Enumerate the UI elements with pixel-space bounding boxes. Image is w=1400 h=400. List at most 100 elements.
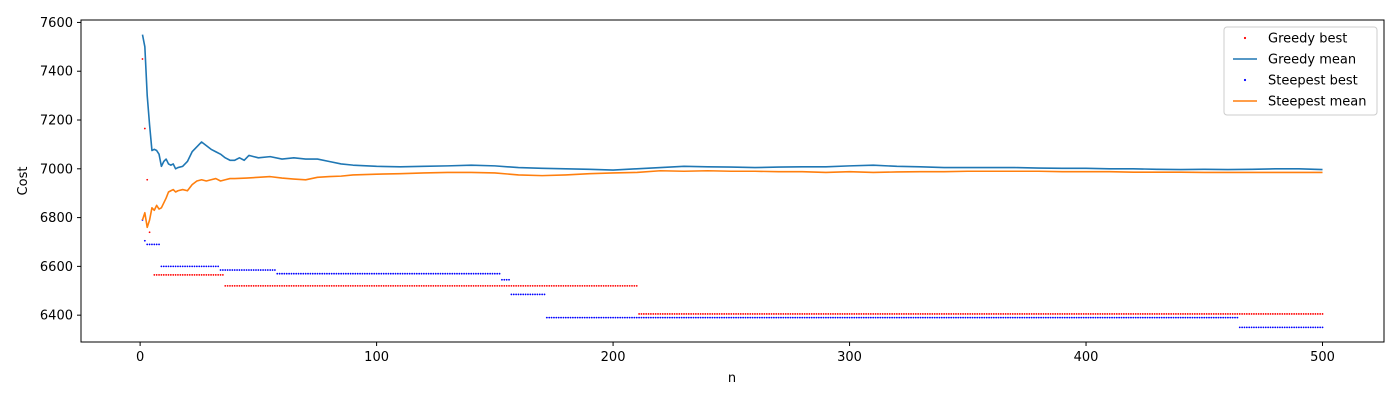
steepest-best-point <box>694 316 697 319</box>
greedy-best-point <box>1271 313 1274 315</box>
steepest-best-point <box>404 272 406 275</box>
greedy-best-point <box>564 284 567 287</box>
steepest-best-point <box>810 316 813 319</box>
steepest-best-point <box>690 316 693 319</box>
plot-frame <box>80 19 1385 343</box>
greedy-best-point <box>657 313 659 315</box>
steepest-best-point <box>877 316 879 319</box>
steepest-best-point <box>668 316 671 319</box>
greedy-best-point <box>628 284 631 287</box>
steepest-best-point <box>1165 316 1168 319</box>
greedy-best-point <box>926 313 929 315</box>
steepest-best-point <box>992 316 995 319</box>
legend-label: Steepest mean <box>1268 95 1366 110</box>
steepest-best-point <box>560 316 562 319</box>
greedy-best-point <box>330 284 333 287</box>
greedy-best-point <box>1137 313 1139 315</box>
greedy-best-point <box>283 284 286 287</box>
greedy-best-point <box>1205 313 1208 315</box>
greedy-best-point <box>555 284 558 287</box>
greedy-best-point <box>297 284 300 287</box>
greedy-best-point <box>702 313 704 315</box>
greedy-best-point <box>389 284 392 287</box>
steepest-best-point <box>571 316 574 319</box>
greedy-best-point <box>1148 313 1151 315</box>
greedy-best-point <box>898 313 901 315</box>
steepest-best-point <box>879 316 882 319</box>
steepest-best-point <box>1170 316 1173 319</box>
steepest-best-point <box>557 316 560 319</box>
steepest-best-point <box>692 316 695 319</box>
greedy-best-point <box>1082 313 1085 315</box>
steepest-best-point <box>205 265 208 268</box>
steepest-best-point <box>1002 316 1005 319</box>
steepest-best-point <box>832 316 834 319</box>
greedy-best-point <box>1104 313 1106 315</box>
steepest-best-point <box>262 269 264 271</box>
steepest-best-point <box>1099 316 1102 319</box>
steepest-best-point <box>1276 326 1279 329</box>
greedy-best-point <box>1059 313 1061 315</box>
greedy-best-point <box>1044 313 1047 315</box>
steepest-best-point <box>723 316 726 319</box>
steepest-best-point <box>437 272 439 275</box>
greedy-best-point <box>484 284 487 287</box>
greedy-best-point <box>172 274 175 276</box>
greedy-best-point <box>576 284 579 287</box>
greedy-best-point <box>510 284 513 287</box>
greedy-best-point <box>1160 313 1163 315</box>
greedy-best-point <box>1021 313 1024 315</box>
steepest-best-point <box>865 316 868 319</box>
greedy-best-point <box>302 284 305 287</box>
greedy-best-point <box>895 313 898 315</box>
greedy-best-point <box>146 178 149 181</box>
greedy-best-point <box>1215 313 1217 315</box>
steepest-best-point <box>706 316 709 319</box>
greedy-best-point <box>505 284 508 287</box>
greedy-best-point <box>229 284 231 287</box>
greedy-best-point <box>1146 313 1149 315</box>
steepest-best-point <box>607 316 610 319</box>
greedy-best-point <box>411 284 413 287</box>
greedy-best-point <box>1033 313 1035 315</box>
steepest-best-point <box>853 316 856 319</box>
steepest-best-point <box>387 272 390 275</box>
greedy-best-point <box>255 284 257 287</box>
steepest-best-point <box>444 272 447 275</box>
greedy-best-point <box>221 274 224 276</box>
steepest-best-point <box>508 278 510 281</box>
steepest-best-point <box>903 316 905 319</box>
greedy-best-point <box>867 313 870 315</box>
steepest-best-point <box>945 316 948 319</box>
steepest-best-point <box>1130 316 1132 319</box>
greedy-best-point <box>203 274 205 276</box>
greedy-best-point <box>1068 313 1071 315</box>
steepest-best-point <box>1082 316 1085 319</box>
greedy-best-point <box>593 284 596 287</box>
steepest-best-point <box>1158 316 1161 319</box>
greedy-best-point <box>501 284 503 287</box>
greedy-best-point <box>1040 313 1043 315</box>
steepest-best-point <box>619 316 622 319</box>
greedy-best-point <box>160 274 163 276</box>
greedy-best-point <box>167 274 170 276</box>
greedy-best-point <box>886 313 889 315</box>
greedy-best-point <box>633 284 636 287</box>
steepest-best-point <box>519 293 522 296</box>
steepest-best-point <box>593 316 596 319</box>
steepest-best-point <box>1139 316 1142 319</box>
greedy-best-point <box>314 284 317 287</box>
steepest-best-point <box>803 316 806 319</box>
greedy-best-point <box>363 284 366 287</box>
greedy-best-point <box>1229 313 1232 315</box>
steepest-best-point <box>172 265 175 268</box>
steepest-best-point <box>1125 316 1128 319</box>
steepest-best-point <box>711 316 714 319</box>
greedy-best-point <box>543 284 546 287</box>
steepest-best-point <box>652 316 655 319</box>
greedy-best-point <box>1257 313 1260 315</box>
greedy-best-point <box>1066 313 1069 315</box>
greedy-best-point <box>155 274 158 276</box>
legend-label: Steepest best <box>1268 74 1358 89</box>
greedy-best-point <box>1139 313 1142 315</box>
